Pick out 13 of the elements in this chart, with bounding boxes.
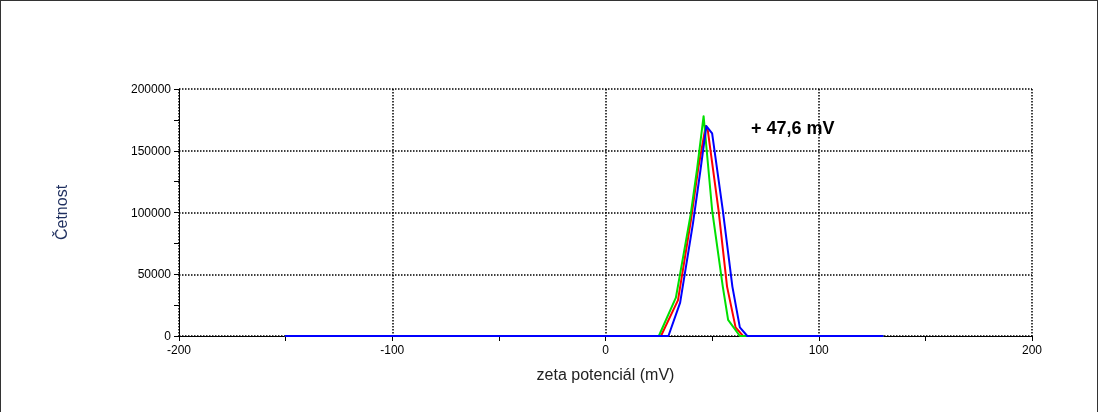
x-tick-label: 0 bbox=[602, 343, 610, 357]
x-tick-label: 200 bbox=[1021, 343, 1043, 357]
x-axis-title: zeta potenciál (mV) bbox=[536, 365, 675, 383]
y-tick-label: 200000 bbox=[130, 82, 172, 96]
y-tick-label: 150000 bbox=[130, 143, 172, 158]
x-tick-label: 100 bbox=[808, 343, 830, 357]
x-tick-label: -200 bbox=[166, 343, 192, 357]
annotation: + 47,6 mV bbox=[751, 118, 835, 138]
y-tick-label: 100000 bbox=[130, 205, 172, 220]
y-axis-title: Četnost bbox=[51, 184, 70, 241]
x-tick-label: -100 bbox=[380, 343, 405, 357]
y-tick-label: 50000 bbox=[137, 267, 172, 282]
y-tick-label: 0 bbox=[164, 329, 172, 343]
